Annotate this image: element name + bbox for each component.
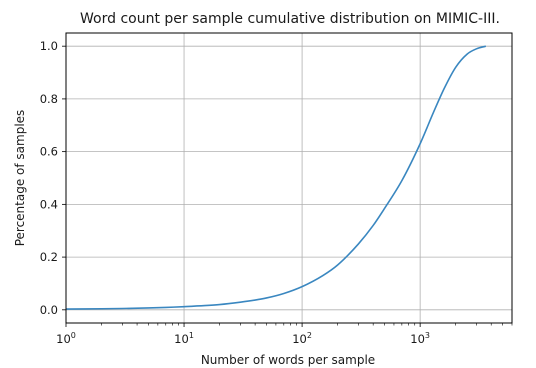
series-layer: [65, 45, 487, 310]
series-line: [65, 45, 487, 310]
y-tick-label: 0.2: [40, 250, 58, 264]
y-axis-label: Percentage of samples: [13, 110, 27, 247]
plot-frame: [65, 32, 513, 324]
y-tick-label: 1.0: [40, 39, 58, 53]
x-tick-label: 100: [56, 331, 76, 346]
chart-title: Word count per sample cumulative distrib…: [80, 11, 500, 27]
y-tick-label: 0.6: [40, 145, 58, 159]
x-tick-label: 103: [410, 331, 430, 346]
x-tick-label: 101: [174, 331, 194, 346]
y-tick-label: 0.4: [40, 197, 58, 211]
y-tick-label: 0.0: [40, 303, 58, 317]
x-axis-label: Number of words per sample: [201, 353, 375, 367]
y-tick-label: 0.8: [40, 92, 58, 106]
grid: [66, 33, 512, 323]
ticks: 0.0 0.2 0.4 0.6 0.8 1.0 100 101 102 103: [40, 39, 513, 346]
x-tick-label: 102: [292, 331, 312, 346]
